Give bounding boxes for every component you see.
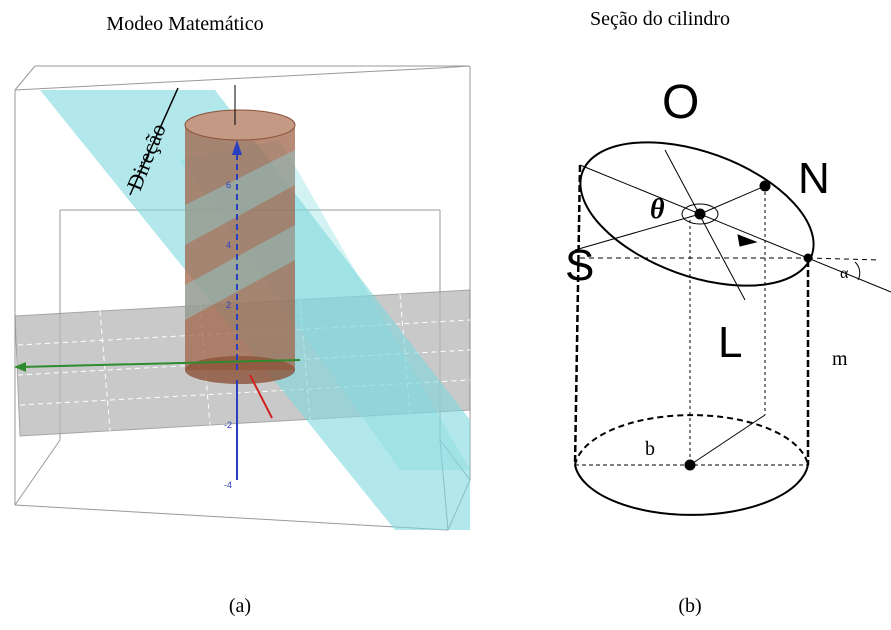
cylinder-section	[561, 114, 891, 515]
axis-label: -4	[224, 480, 232, 490]
caption: (b)	[678, 595, 701, 617]
angle-theta: θ	[650, 194, 665, 225]
figure: 6 4 2 -2 -4 Direção Modeo Matemático (a)…	[0, 0, 891, 630]
axis-label: -2	[224, 420, 232, 430]
radius-label: b	[645, 438, 655, 460]
side-label: m	[832, 348, 848, 370]
axis-label: 6	[226, 180, 231, 190]
axis-label: 4	[226, 240, 231, 250]
point-label: S	[565, 241, 594, 290]
point-label: L	[718, 318, 742, 367]
panel-title: Seção do cilindro	[590, 8, 730, 30]
angle-alpha: α	[840, 265, 849, 282]
axis-label: 2	[226, 300, 231, 310]
point-label: N	[798, 154, 830, 203]
panel-title: Modeo Matemático	[106, 13, 263, 35]
caption: (a)	[229, 595, 251, 617]
point-label: O	[662, 76, 699, 129]
